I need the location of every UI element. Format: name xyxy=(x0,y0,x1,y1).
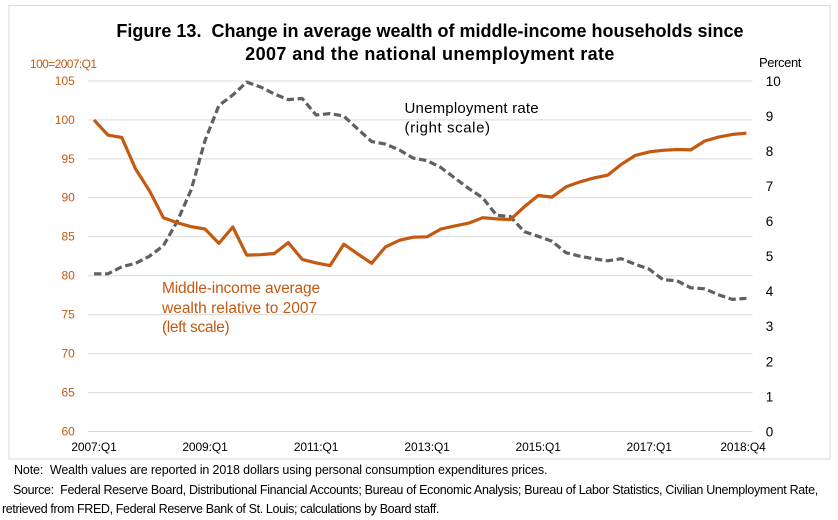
svg-text:Note: Wealth values are repor: Note: Wealth values are reported in 2018… xyxy=(14,463,547,477)
svg-text:90: 90 xyxy=(61,191,75,205)
svg-text:10: 10 xyxy=(766,74,781,89)
svg-text:1: 1 xyxy=(766,389,774,404)
svg-text:2013:Q1: 2013:Q1 xyxy=(404,440,450,454)
svg-text:2007 and the national unemploy: 2007 and the national unemployment rate xyxy=(245,44,615,64)
svg-text:4: 4 xyxy=(766,284,774,299)
svg-text:2: 2 xyxy=(766,354,774,369)
svg-text:retrieved from FRED, Federal R: retrieved from FRED, Federal Reserve Ban… xyxy=(2,502,439,516)
svg-text:wealth relative to 2007: wealth relative to 2007 xyxy=(161,300,317,317)
svg-text:75: 75 xyxy=(61,308,75,322)
svg-text:7: 7 xyxy=(766,179,774,194)
svg-text:100=2007:Q1: 100=2007:Q1 xyxy=(30,57,97,71)
svg-text:2018:Q4: 2018:Q4 xyxy=(720,440,766,454)
svg-text:8: 8 xyxy=(766,144,774,159)
svg-text:2007:Q1: 2007:Q1 xyxy=(71,440,117,454)
svg-text:0: 0 xyxy=(766,424,774,439)
svg-text:2011:Q1: 2011:Q1 xyxy=(294,440,339,454)
svg-text:105: 105 xyxy=(55,74,75,88)
svg-text:2017:Q1: 2017:Q1 xyxy=(627,440,673,454)
svg-text:Unemployment rate: Unemployment rate xyxy=(405,100,539,117)
svg-text:95: 95 xyxy=(61,152,75,166)
svg-text:80: 80 xyxy=(61,269,75,283)
svg-text:2009:Q1: 2009:Q1 xyxy=(182,440,228,454)
svg-text:Percent: Percent xyxy=(759,55,802,70)
svg-text:(left scale): (left scale) xyxy=(162,319,229,336)
svg-text:Source: Federal Reserve Board: Source: Federal Reserve Board, Distribut… xyxy=(13,483,818,497)
svg-text:85: 85 xyxy=(61,230,75,244)
svg-text:Middle-income average: Middle-income average xyxy=(162,280,320,297)
svg-text:9: 9 xyxy=(766,109,774,124)
svg-text:3: 3 xyxy=(766,319,774,334)
svg-text:65: 65 xyxy=(61,386,75,400)
svg-text:Figure 13. Change in average: Figure 13. Change in average wealth of m… xyxy=(116,21,743,41)
svg-text:(right scale): (right scale) xyxy=(405,120,491,137)
svg-text:70: 70 xyxy=(61,347,75,361)
svg-text:6: 6 xyxy=(766,214,774,229)
svg-text:5: 5 xyxy=(766,249,774,264)
svg-text:60: 60 xyxy=(61,424,75,438)
svg-text:100: 100 xyxy=(55,113,75,127)
svg-text:2015:Q1: 2015:Q1 xyxy=(516,440,562,454)
